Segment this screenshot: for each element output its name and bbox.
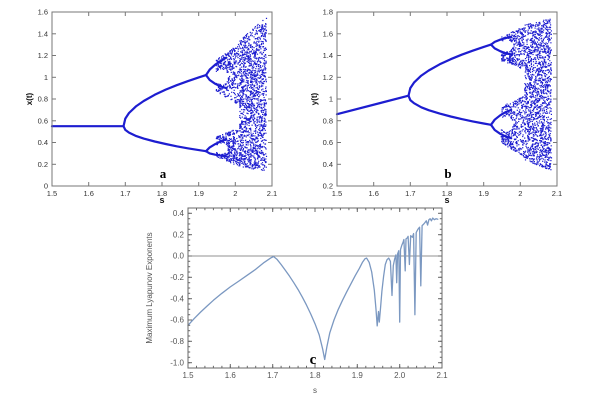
svg-text:0.0: 0.0 — [173, 252, 185, 261]
svg-text:2.1: 2.1 — [267, 189, 277, 198]
svg-text:1.6: 1.6 — [368, 189, 378, 198]
panel-b: 1.5 1.6 1.7 1.8 1.9 2 2.1 0.2 0.4 0.6 0.8 1 1.2 1.4 1.… — [310, 8, 562, 205]
svg-text:1.6: 1.6 — [38, 8, 48, 17]
svg-text:1.7: 1.7 — [405, 189, 415, 198]
panel-c-plot: 1.5 1.6 1.7 1.8 1.9 2.0 2.1 0.4 0.2 0.0 -0.2 -0.4 -0… — [170, 207, 448, 380]
panel-b-xlabel: s — [444, 195, 449, 205]
panel-b-letter: b — [444, 166, 451, 181]
svg-text:0.4: 0.4 — [323, 160, 333, 169]
svg-text:1.7: 1.7 — [120, 189, 130, 198]
svg-text:1.7: 1.7 — [267, 371, 279, 380]
svg-text:1.2: 1.2 — [323, 73, 333, 82]
svg-text:1: 1 — [329, 95, 333, 104]
svg-text:1.9: 1.9 — [478, 189, 488, 198]
panel-c-xlabel: s — [313, 386, 317, 395]
svg-text:-0.6: -0.6 — [170, 316, 184, 325]
svg-text:0.2: 0.2 — [173, 230, 185, 239]
svg-text:0.2: 0.2 — [38, 160, 48, 169]
svg-text:2.1: 2.1 — [552, 189, 562, 198]
svg-text:1.2: 1.2 — [38, 51, 48, 60]
svg-text:1.6: 1.6 — [225, 371, 237, 380]
svg-text:1.4: 1.4 — [323, 51, 333, 60]
svg-text:2.1: 2.1 — [436, 371, 448, 380]
svg-text:0.4: 0.4 — [173, 209, 185, 218]
panel-a-xlabel: s — [159, 195, 164, 205]
svg-text:-0.8: -0.8 — [170, 337, 184, 346]
svg-text:1.5: 1.5 — [182, 371, 194, 380]
svg-text:1.4: 1.4 — [38, 30, 48, 39]
svg-text:1.9: 1.9 — [352, 371, 364, 380]
panel-a-ylabel: x(t) — [25, 92, 34, 105]
panel-a-plot: 1.5 1.6 1.7 1.8 1.9 2 2.1 0 0.2 0.4 0.6 0.8 1 1.2 1.4 1… — [38, 8, 278, 198]
svg-text:1.6: 1.6 — [323, 30, 333, 39]
svg-text:1.6: 1.6 — [83, 189, 93, 198]
svg-text:1.5: 1.5 — [47, 189, 57, 198]
svg-text:0.8: 0.8 — [323, 116, 333, 125]
panel-c-letter: c — [310, 352, 317, 368]
svg-text:0.4: 0.4 — [38, 138, 48, 147]
panel-c-ylabel: Maximum Lyapunov Exponents — [145, 232, 154, 343]
svg-text:1.8: 1.8 — [157, 189, 167, 198]
svg-text:1.8: 1.8 — [442, 189, 452, 198]
svg-text:2.0: 2.0 — [394, 371, 406, 380]
svg-text:-0.2: -0.2 — [170, 273, 184, 282]
svg-text:0.6: 0.6 — [323, 138, 333, 147]
svg-text:0.8: 0.8 — [38, 95, 48, 104]
svg-text:1.5: 1.5 — [332, 189, 342, 198]
panel-b-plot: 1.5 1.6 1.7 1.8 1.9 2 2.1 0.2 0.4 0.6 0.8 1 1.2 1.4 1.… — [323, 8, 563, 198]
svg-text:2: 2 — [518, 189, 522, 198]
svg-text:0.6: 0.6 — [38, 117, 48, 126]
panel-a-letter: a — [160, 166, 167, 181]
svg-text:-1.0: -1.0 — [170, 358, 184, 367]
svg-text:1.9: 1.9 — [193, 189, 203, 198]
svg-text:1.8: 1.8 — [323, 8, 333, 17]
svg-text:1: 1 — [44, 73, 48, 82]
panel-b-ylabel: y(t) — [310, 92, 319, 105]
svg-text:0: 0 — [44, 182, 48, 191]
panel-c: 1.5 1.6 1.7 1.8 1.9 2.0 2.1 0.4 0.2 0.0 -0.2 -0.4 -0… — [145, 207, 448, 395]
svg-text:0.2: 0.2 — [323, 182, 333, 191]
svg-text:-0.4: -0.4 — [170, 294, 184, 303]
svg-text:1.8: 1.8 — [309, 371, 321, 380]
svg-text:2: 2 — [233, 189, 237, 198]
panel-a: 1.5 1.6 1.7 1.8 1.9 2 2.1 0 0.2 0.4 0.6 0.8 1 1.2 1.4 1… — [25, 8, 277, 205]
